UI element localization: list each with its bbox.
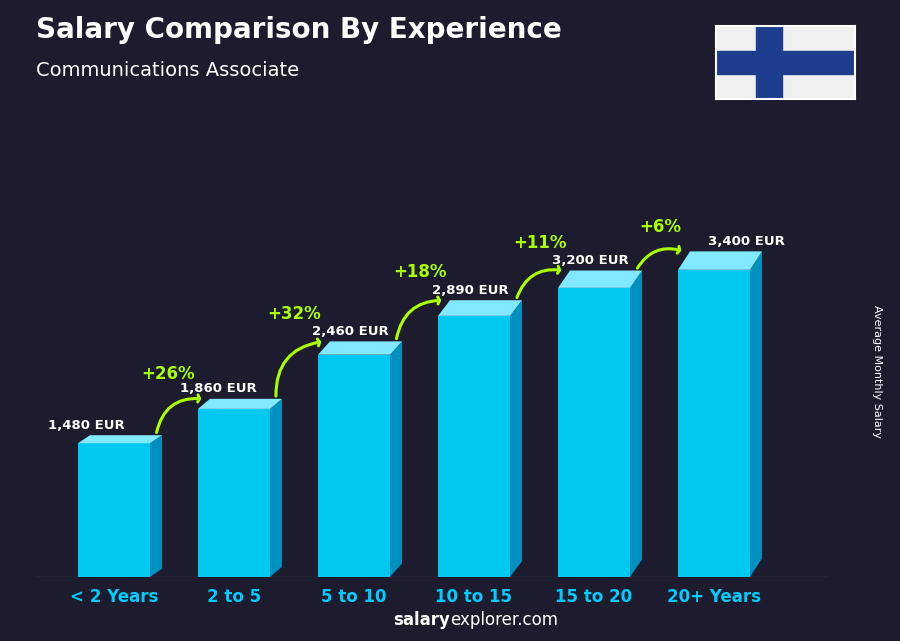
Text: Communications Associate: Communications Associate: [36, 61, 299, 80]
Text: 2,460 EUR: 2,460 EUR: [312, 325, 389, 338]
Bar: [756, 26, 782, 99]
Polygon shape: [198, 399, 282, 409]
Text: +11%: +11%: [513, 235, 567, 253]
Text: explorer.com: explorer.com: [450, 612, 558, 629]
Text: +18%: +18%: [393, 263, 446, 281]
Text: 1,480 EUR: 1,480 EUR: [48, 419, 125, 431]
Bar: [558, 288, 630, 577]
Polygon shape: [510, 300, 522, 577]
Text: 1,860 EUR: 1,860 EUR: [180, 382, 256, 395]
Polygon shape: [318, 342, 402, 354]
Bar: [678, 270, 750, 577]
Bar: [716, 51, 855, 74]
Polygon shape: [78, 435, 162, 443]
Bar: [198, 409, 270, 577]
Text: Salary Comparison By Experience: Salary Comparison By Experience: [36, 16, 562, 44]
Text: salary: salary: [393, 612, 450, 629]
Text: 3,400 EUR: 3,400 EUR: [708, 235, 785, 248]
Text: +6%: +6%: [639, 218, 681, 236]
Polygon shape: [678, 251, 762, 270]
Bar: [438, 316, 510, 577]
Text: 3,200 EUR: 3,200 EUR: [552, 254, 629, 267]
Polygon shape: [150, 435, 162, 577]
Text: +32%: +32%: [267, 305, 321, 323]
Text: Average Monthly Salary: Average Monthly Salary: [872, 305, 883, 438]
Bar: [78, 443, 150, 577]
Bar: [318, 354, 390, 577]
Polygon shape: [438, 300, 522, 316]
Text: 2,890 EUR: 2,890 EUR: [432, 283, 508, 297]
Polygon shape: [558, 271, 642, 288]
Polygon shape: [750, 251, 762, 577]
Polygon shape: [390, 342, 402, 577]
Polygon shape: [630, 271, 642, 577]
Text: +26%: +26%: [141, 365, 194, 383]
Polygon shape: [270, 399, 282, 577]
